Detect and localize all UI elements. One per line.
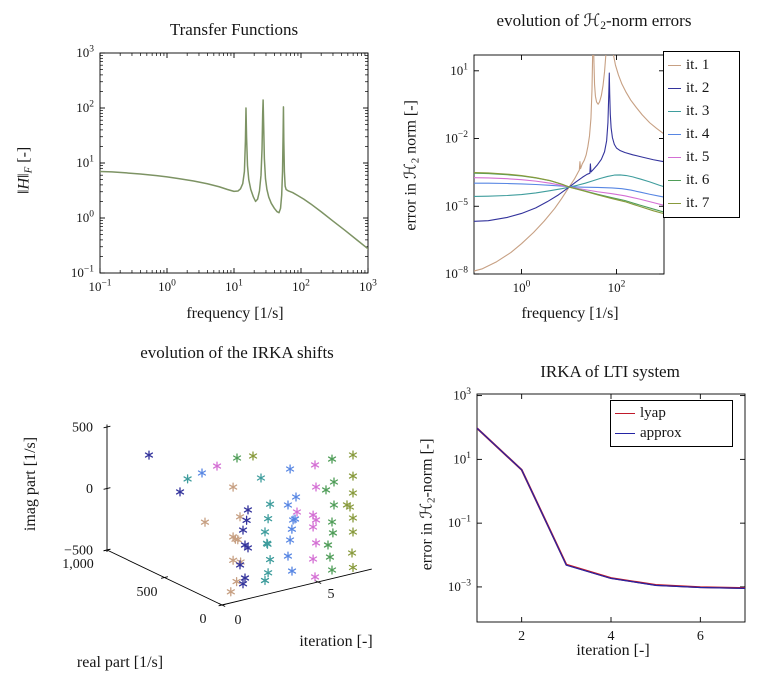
svg-text:10−8: 10−8 xyxy=(445,266,468,282)
svg-text:101: 101 xyxy=(225,279,243,295)
label-segment: [-] xyxy=(15,146,33,167)
svg-text:4: 4 xyxy=(608,629,615,644)
legend-item: it. 4 xyxy=(668,127,735,142)
svg-text:102: 102 xyxy=(608,280,626,296)
svg-text:2: 2 xyxy=(518,629,525,644)
legend-label: it. 1 xyxy=(686,57,710,73)
label-segment: F xyxy=(22,166,35,174)
title-h2-norm-errors: evolution of ℋ2-norm errors xyxy=(444,11,744,32)
label-segment: norm [-] xyxy=(402,100,420,158)
svg-text:102: 102 xyxy=(292,279,310,295)
legend-item: it. 1 xyxy=(668,58,735,73)
svg-text:500: 500 xyxy=(72,421,93,436)
title-irka-shifts: evolution of the IRKA shifts xyxy=(140,343,334,362)
legend-label: it. 4 xyxy=(686,126,710,142)
ylabel-h2-norm-error: error in ℋ2-norm [-] xyxy=(417,419,438,589)
label-segment: ℋ xyxy=(418,502,436,519)
xlabel-iteration: iteration [-] xyxy=(576,642,650,659)
legend-lyap-approx: lyap approx xyxy=(610,400,733,447)
svg-text:0: 0 xyxy=(200,612,207,627)
svg-text:10−1: 10−1 xyxy=(88,279,111,295)
xlabel-iteration-3d: iteration [-] xyxy=(299,633,373,650)
svg-text:100: 100 xyxy=(76,210,94,226)
svg-text:100: 100 xyxy=(158,279,176,295)
xlabel-transfer-frequency: frequency [1/s] xyxy=(186,305,284,322)
legend-line-swatch xyxy=(668,134,681,135)
svg-text:101: 101 xyxy=(453,451,471,467)
svg-text:10−2: 10−2 xyxy=(445,130,468,146)
svg-text:6: 6 xyxy=(697,629,704,644)
label-segment: evolution of xyxy=(496,11,584,30)
legend-line-swatch xyxy=(668,65,681,66)
legend-label: it. 2 xyxy=(686,80,710,96)
legend-line-swatch xyxy=(668,88,681,89)
label-segment: error in xyxy=(418,518,436,571)
legend-item: it. 3 xyxy=(668,104,735,119)
legend-line-swatch xyxy=(668,111,681,112)
plot-irka-lti-system: 2 4 6 103 101 10−1 10−3 xyxy=(448,387,746,644)
legend-line-swatch xyxy=(668,157,681,158)
label-segment: ‖ xyxy=(15,173,33,178)
svg-text:103: 103 xyxy=(359,279,377,295)
svg-text:0: 0 xyxy=(235,613,242,628)
svg-text:500: 500 xyxy=(137,585,158,600)
label-segment: -norm [-] xyxy=(418,438,436,498)
svg-text:5: 5 xyxy=(328,587,335,602)
legend-label: it. 6 xyxy=(686,172,710,188)
label-segment: 2 xyxy=(425,497,438,503)
svg-text:102: 102 xyxy=(76,100,94,116)
legend-item: approx xyxy=(615,426,728,441)
legend-label: it. 3 xyxy=(686,103,710,119)
label-segment: ‖ xyxy=(15,189,33,194)
svg-text:−500: −500 xyxy=(64,544,93,559)
label-segment: ℋ xyxy=(583,11,601,30)
ylabel-imag-part: imag part [1/s] xyxy=(22,436,39,532)
legend-label: lyap xyxy=(640,404,666,421)
svg-text:101: 101 xyxy=(76,155,94,171)
plot-transfer-functions: 10−1 100 101 102 103 10−1 100 101 102 103 xyxy=(71,45,377,295)
label-segment: ℋ xyxy=(402,163,420,180)
title-transfer-functions: Transfer Functions xyxy=(169,20,299,39)
legend-item: lyap xyxy=(615,404,728,421)
svg-text:10−1: 10−1 xyxy=(448,515,471,531)
xlabel-errors-frequency: frequency [1/s] xyxy=(521,305,619,322)
ylabel-h2-error: error in ℋ2 norm [-] xyxy=(401,80,422,250)
legend-item: it. 2 xyxy=(668,81,735,96)
legend-line-swatch xyxy=(668,180,681,181)
label-segment: H xyxy=(15,177,33,190)
xlabel-real-part: real part [1/s] xyxy=(76,654,164,671)
title-irka-lti: IRKA of LTI system xyxy=(540,362,680,381)
svg-text:103: 103 xyxy=(76,45,94,61)
legend-line-swatch xyxy=(615,433,635,435)
svg-text:0: 0 xyxy=(86,482,93,497)
label-segment: -norm errors xyxy=(606,11,692,30)
legend-item: it. 6 xyxy=(668,173,735,188)
ylabel-transfer-norm: ‖H‖F [-] xyxy=(16,100,35,240)
label-segment: error in xyxy=(402,179,420,231)
legend-label: it. 7 xyxy=(686,195,710,211)
label-segment: 2 xyxy=(409,157,422,164)
label-segment: 2 xyxy=(600,18,607,32)
legend-line-swatch xyxy=(615,412,635,414)
svg-text:10−3: 10−3 xyxy=(448,578,471,594)
svg-text:10−1: 10−1 xyxy=(71,265,94,281)
svg-text:103: 103 xyxy=(453,387,471,403)
svg-text:101: 101 xyxy=(450,62,468,78)
svg-text:10−5: 10−5 xyxy=(445,198,468,214)
legend-line-swatch xyxy=(668,203,681,204)
legend-item: it. 5 xyxy=(668,150,735,165)
svg-text:1,000: 1,000 xyxy=(62,557,94,572)
plot-irka-shifts-3d: 0 500 1,000 0 5 −500 0 500 xyxy=(62,421,372,628)
legend-iterations: it. 1 it. 2 it. 3 it. 4 it. 5 it. 6 it. 7 xyxy=(663,51,740,218)
legend-label: approx xyxy=(640,425,682,442)
legend-label: it. 5 xyxy=(686,149,710,165)
legend-item: it. 7 xyxy=(668,196,735,211)
svg-text:100: 100 xyxy=(513,280,531,296)
